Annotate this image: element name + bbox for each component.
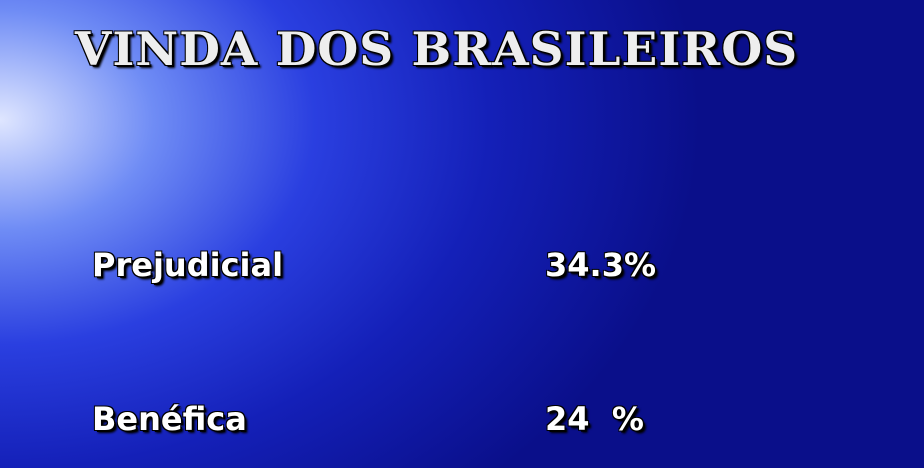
title: VINDA DOS BRASILEIROS [74,22,799,76]
row-value: 34.3% [545,246,657,284]
row-value: 24 % [545,400,644,438]
row-label: Benéfica [92,400,247,438]
row-label: Prejudicial [92,246,284,284]
